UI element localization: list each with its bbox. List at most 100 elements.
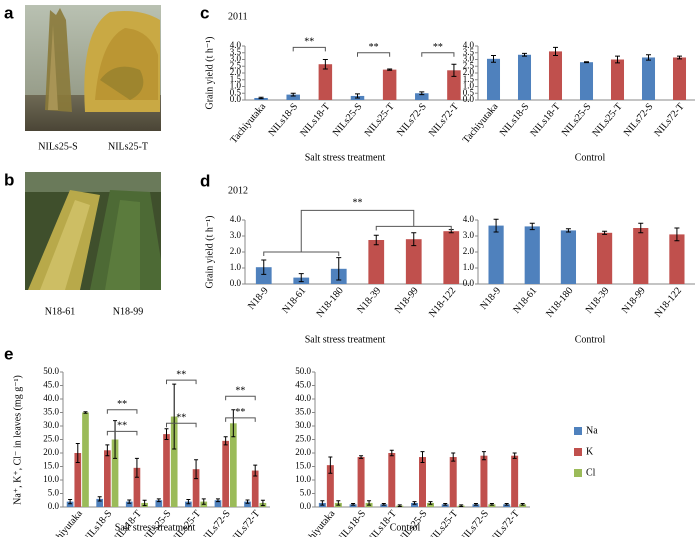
legend-swatch (574, 469, 582, 477)
error-bar (493, 218, 499, 233)
x-tick-label: N18-9 (246, 285, 271, 312)
y-tick-label: 3.0 (463, 230, 475, 240)
error-bar (201, 498, 206, 505)
x-tick-label: NILs25-T (363, 101, 397, 139)
y-tick-label: 2.5 (463, 60, 475, 70)
error-bar (290, 92, 296, 97)
bar (192, 469, 200, 507)
bar (255, 267, 272, 284)
error-bar (231, 409, 236, 438)
y-tick-label: 50.0 (43, 366, 59, 376)
y-tick-label: 0.0 (48, 501, 60, 511)
x-tick-label: N18-122 (427, 285, 458, 319)
x-tick-label: Tachiyutaka (45, 508, 85, 537)
y-tick-label: 1.5 (463, 74, 475, 84)
bar (125, 501, 133, 507)
error-bar (459, 504, 464, 507)
bar (388, 453, 396, 507)
significance-label: ** (304, 37, 314, 48)
bar (443, 231, 460, 284)
y-tick-label: 3.5 (463, 47, 475, 57)
y-tick-label: 1.5 (230, 74, 242, 84)
bar (382, 69, 397, 100)
y-tick-label: 1.0 (463, 262, 475, 272)
bar (517, 54, 532, 100)
y-tick-label: 10.0 (43, 474, 59, 484)
bar (480, 455, 488, 507)
error-bar (97, 496, 102, 502)
error-bar (443, 502, 448, 506)
panel-label: e (4, 344, 13, 363)
significance-label: ** (176, 369, 186, 380)
photo-b (25, 172, 161, 290)
y-tick-label: 40.0 (43, 393, 59, 403)
bar (286, 94, 300, 100)
error-bar (75, 443, 80, 463)
error-bar (411, 232, 417, 247)
error-bar (638, 222, 644, 234)
error-bar (481, 451, 486, 461)
x-tick-label: NILs18-S (81, 508, 115, 537)
y-tick-label: 0.5 (230, 87, 242, 97)
error-bar (602, 230, 608, 235)
x-axis-label: Salt stress treatment (305, 334, 386, 345)
y-tick-label: 45.0 (43, 380, 59, 390)
error-bar (646, 54, 651, 61)
error-bar (261, 259, 267, 275)
bar (251, 470, 259, 507)
significance-bracket (225, 417, 256, 422)
y-tick-label: 45.0 (295, 380, 311, 390)
error-bar (677, 55, 682, 60)
bar (214, 500, 222, 507)
bar (519, 504, 527, 507)
significance-bracket (263, 209, 452, 256)
error-bar (215, 498, 220, 503)
y-tick-label: 3.5 (230, 47, 242, 57)
significance-bracket (166, 422, 197, 428)
error-bar (142, 499, 147, 507)
significance-label: ** (353, 198, 363, 209)
significance-label: ** (433, 42, 443, 53)
legend-label: Cl (586, 467, 596, 478)
legend-label: Na (586, 425, 598, 436)
y-tick-label: 0.0 (463, 94, 475, 104)
error-bar (320, 500, 325, 506)
y-tick-label: 4.0 (230, 214, 242, 224)
bar (380, 504, 388, 507)
bar (82, 412, 89, 507)
error-bar (253, 464, 258, 477)
error-bar (381, 502, 386, 506)
x-tick-label: N18-39 (584, 285, 612, 315)
x-tick-label: N18-9 (478, 285, 503, 312)
error-bar (258, 96, 264, 100)
error-bar (553, 46, 558, 56)
photo-caption: NILs25-T (108, 141, 148, 152)
error-bar (164, 428, 169, 440)
x-tick-label: N18-39 (355, 285, 383, 315)
y-tick-label: 20.0 (295, 447, 311, 457)
legend-label: K (586, 446, 594, 457)
y-tick-label: 2.0 (463, 246, 475, 256)
error-bar (615, 55, 620, 64)
error-bar (322, 59, 328, 70)
bar (163, 434, 170, 507)
error-bar (127, 499, 132, 504)
bar (524, 226, 540, 284)
bar (185, 501, 192, 507)
error-bar (156, 498, 161, 503)
x-tick-label: NILs72-S (457, 508, 491, 537)
bar (503, 504, 511, 507)
error-bar (186, 498, 191, 505)
bar (579, 62, 594, 100)
bar (441, 504, 449, 507)
bar (368, 240, 385, 284)
x-axis-label: Control (575, 152, 606, 163)
bar (357, 457, 365, 507)
bar (472, 504, 480, 507)
significance-bracket (357, 52, 391, 57)
error-bar (522, 52, 527, 57)
x-tick-label: N18-180 (315, 285, 346, 319)
x-tick-label: NILs18-S (266, 101, 300, 138)
y-tick-label: 2.0 (230, 246, 242, 256)
